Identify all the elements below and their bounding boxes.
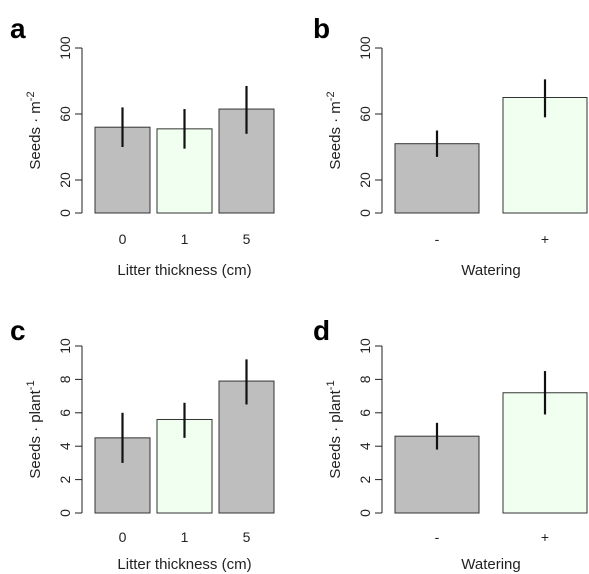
y-tick-label: 4 (357, 442, 373, 450)
y-tick-label: 0 (57, 209, 73, 217)
y-tick-label: 10 (357, 338, 373, 354)
y-tick-label: 2 (357, 475, 373, 483)
x-axis-label: Litter thickness (cm) (117, 262, 251, 279)
x-tick-label: 1 (181, 529, 189, 545)
panel-b: b 0 20 60 100 Seeds · m-2 - + Watering (313, 13, 588, 279)
x-axis-label: Litter thickness (cm) (117, 556, 251, 573)
x-tick-label: 1 (181, 231, 189, 247)
y-tick-label: 0 (57, 509, 73, 517)
y-tick-label: 20 (57, 172, 73, 188)
panel-letter: a (10, 13, 26, 44)
x-tick-label: + (541, 529, 549, 545)
x-tick-label: 5 (243, 231, 251, 247)
x-axis-label: Watering (461, 556, 520, 573)
x-tick-label: + (541, 231, 549, 247)
y-tick-label: 6 (357, 409, 373, 417)
y-tick-label: 4 (57, 442, 73, 450)
y-tick-label: 20 (357, 172, 373, 188)
y-tick-label: 10 (57, 338, 73, 354)
y-tick-label: 100 (357, 36, 373, 60)
y-tick-label: 8 (357, 375, 373, 383)
y-tick-label: 60 (357, 106, 373, 122)
panel-letter: b (313, 13, 330, 44)
y-tick-label: 2 (57, 475, 73, 483)
y-tick-label: 8 (57, 375, 73, 383)
x-tick-label: - (435, 231, 440, 247)
y-tick-label: 60 (57, 106, 73, 122)
y-axis-label: Seeds · plant-1 (325, 380, 344, 478)
panel-c: c 0 2 4 6 8 10 Seeds · plant-1 0 1 5 Litter thickne… (10, 315, 275, 573)
panel-d: d 0 2 4 6 8 10 Seeds · plant-1 - + Watering (313, 315, 588, 573)
panel-letter: d (313, 315, 330, 346)
x-tick-label: 0 (119, 231, 127, 247)
y-axis-label: Seeds · m-2 (25, 91, 44, 169)
x-tick-label: 0 (119, 529, 127, 545)
x-tick-label: - (435, 529, 440, 545)
y-tick-label: 0 (357, 209, 373, 217)
y-tick-label: 100 (57, 36, 73, 60)
x-axis-label: Watering (461, 262, 520, 279)
panel-a: a 0 20 60 100 Seeds · m-2 0 1 5 Litter thickness … (10, 13, 275, 279)
y-tick-label: 0 (357, 509, 373, 517)
panel-letter: c (10, 315, 26, 346)
x-tick-label: 5 (243, 529, 251, 545)
y-axis-label: Seeds · plant-1 (25, 380, 44, 478)
y-tick-label: 6 (57, 409, 73, 417)
y-axis-label: Seeds · m-2 (325, 91, 344, 169)
